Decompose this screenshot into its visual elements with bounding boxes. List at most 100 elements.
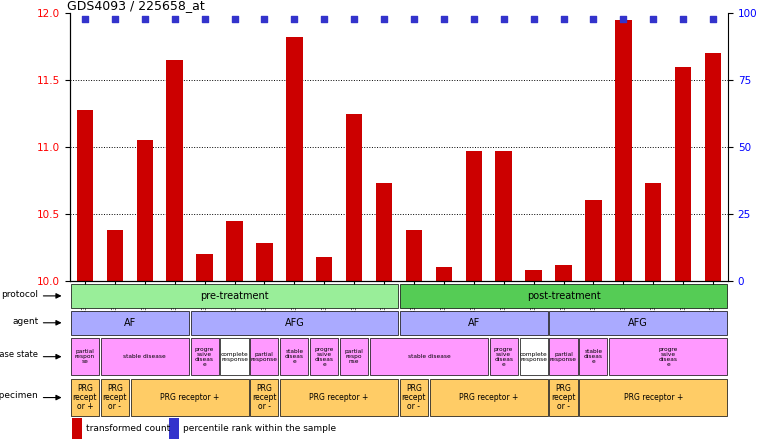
Bar: [525, 270, 542, 281]
Point: [258, 15, 270, 22]
Point: [707, 15, 719, 22]
Bar: [609, 338, 727, 376]
Text: PRG
recept
or -: PRG recept or -: [552, 384, 576, 411]
Point: [228, 15, 241, 22]
Bar: [191, 338, 218, 376]
Text: stable
diseas
e: stable diseas e: [584, 349, 603, 364]
Bar: [549, 338, 578, 376]
Text: PRG
recept
or -: PRG recept or -: [401, 384, 426, 411]
Bar: [400, 284, 727, 308]
Text: AF: AF: [123, 318, 136, 328]
Bar: [71, 310, 188, 335]
Bar: [555, 265, 571, 281]
Text: progre
ssive
diseas
e: progre ssive diseas e: [494, 347, 513, 367]
Bar: [250, 338, 279, 376]
Point: [647, 15, 660, 22]
Bar: [316, 257, 332, 281]
Bar: [400, 379, 428, 416]
Bar: [101, 379, 129, 416]
Bar: [280, 338, 309, 376]
Bar: [250, 379, 279, 416]
Bar: [705, 53, 722, 281]
Bar: [226, 221, 243, 281]
Bar: [196, 254, 213, 281]
Bar: [221, 338, 248, 376]
Text: stable
diseas
e: stable diseas e: [285, 349, 304, 364]
Bar: [101, 338, 188, 376]
Text: pre-treatment: pre-treatment: [200, 291, 269, 301]
Point: [588, 15, 600, 22]
Bar: [489, 338, 518, 376]
Point: [378, 15, 390, 22]
Point: [139, 15, 151, 22]
Text: partial
response: partial response: [251, 352, 278, 362]
Text: transformed count: transformed count: [86, 424, 170, 433]
Point: [437, 15, 450, 22]
Point: [198, 15, 211, 22]
Bar: [370, 338, 488, 376]
Bar: [136, 140, 153, 281]
Point: [288, 15, 300, 22]
Text: AF: AF: [468, 318, 480, 328]
Text: AFG: AFG: [628, 318, 648, 328]
Bar: [72, 418, 82, 439]
Text: protocol: protocol: [2, 290, 38, 299]
Point: [318, 15, 330, 22]
Bar: [519, 338, 548, 376]
Bar: [466, 151, 482, 281]
Bar: [406, 230, 422, 281]
Text: complete
response: complete response: [221, 352, 248, 362]
Bar: [549, 310, 727, 335]
Text: disease state: disease state: [0, 350, 38, 359]
Text: PRG receptor +: PRG receptor +: [459, 393, 519, 402]
Bar: [77, 110, 93, 281]
Text: PRG receptor +: PRG receptor +: [309, 393, 369, 402]
Bar: [376, 183, 392, 281]
Text: specimen: specimen: [0, 391, 38, 400]
Text: agent: agent: [12, 317, 38, 326]
Bar: [430, 379, 548, 416]
Point: [79, 15, 91, 22]
Text: PRG
recept
or -: PRG recept or -: [252, 384, 277, 411]
Text: PRG
recept
or +: PRG recept or +: [73, 384, 97, 411]
Point: [528, 15, 540, 22]
Bar: [579, 338, 607, 376]
Point: [348, 15, 360, 22]
Bar: [340, 338, 368, 376]
Text: GDS4093 / 225658_at: GDS4093 / 225658_at: [67, 0, 205, 12]
Text: progre
ssive
diseas
e: progre ssive diseas e: [315, 347, 334, 367]
Point: [169, 15, 181, 22]
Bar: [436, 267, 452, 281]
Bar: [549, 379, 578, 416]
Point: [617, 15, 630, 22]
Bar: [71, 379, 99, 416]
Bar: [256, 243, 273, 281]
Bar: [169, 418, 178, 439]
Bar: [675, 67, 692, 281]
Text: stable disease: stable disease: [408, 354, 450, 359]
Bar: [496, 151, 512, 281]
Bar: [280, 379, 398, 416]
Bar: [131, 379, 248, 416]
Bar: [106, 230, 123, 281]
Bar: [585, 201, 601, 281]
Text: progre
ssive
diseas
e: progre ssive diseas e: [195, 347, 214, 367]
Text: partial
respo
nse: partial respo nse: [345, 349, 364, 364]
Bar: [166, 60, 183, 281]
Bar: [191, 310, 398, 335]
Text: partial
respon
se: partial respon se: [75, 349, 95, 364]
Point: [109, 15, 121, 22]
Point: [498, 15, 510, 22]
Bar: [579, 379, 727, 416]
Bar: [286, 37, 303, 281]
Text: PRG receptor +: PRG receptor +: [160, 393, 219, 402]
Bar: [71, 338, 99, 376]
Bar: [400, 310, 548, 335]
Text: partial
response: partial response: [550, 352, 577, 362]
Point: [558, 15, 570, 22]
Point: [677, 15, 689, 22]
Text: PRG
recept
or -: PRG recept or -: [103, 384, 127, 411]
Bar: [71, 284, 398, 308]
Bar: [645, 183, 662, 281]
Text: percentile rank within the sample: percentile rank within the sample: [182, 424, 336, 433]
